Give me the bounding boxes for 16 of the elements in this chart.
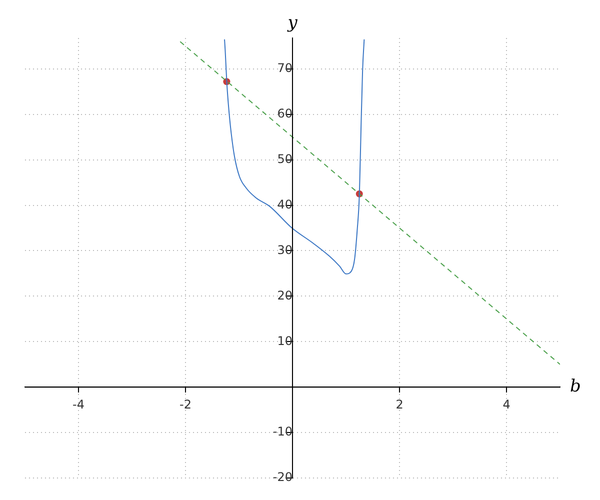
- y-tick-label: 20: [277, 288, 292, 302]
- y-axis-title: y: [286, 12, 298, 33]
- x-tick-label: 2: [396, 397, 404, 412]
- y-tick-label: 10: [277, 334, 292, 348]
- x-tick-label: -4: [72, 397, 84, 412]
- y-tick-label: 40: [277, 197, 292, 212]
- line-series: [224, 38, 365, 274]
- y-tick-label: -20: [272, 470, 292, 484]
- x-tick-label: 4: [502, 397, 510, 412]
- x-tick-label: -2: [180, 397, 192, 412]
- y-tick-label: 30: [277, 242, 292, 257]
- y-tick-label: 50: [277, 152, 292, 166]
- x-axis-title: b: [570, 376, 581, 397]
- y-tick-label: 60: [277, 106, 292, 120]
- y-tick-label: -10: [272, 424, 292, 439]
- y-tick-label: 70: [277, 61, 292, 76]
